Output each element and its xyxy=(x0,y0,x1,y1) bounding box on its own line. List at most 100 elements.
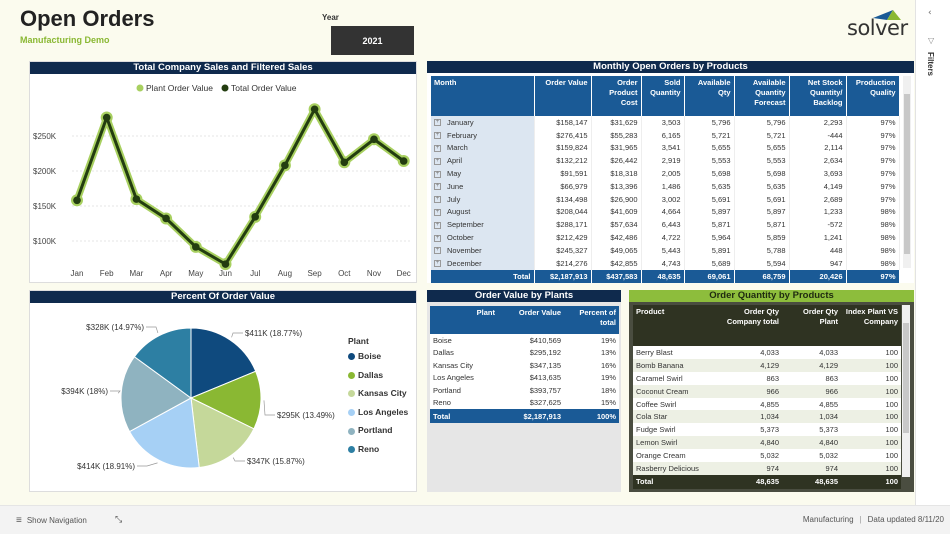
pie-slice-kansas-city[interactable] xyxy=(190,397,255,469)
column-header[interactable]: Production Quality xyxy=(846,76,900,116)
point-total-order-value[interactable] xyxy=(192,243,200,251)
table-row[interactable]: Cola Star 1,034 1,034 100 xyxy=(633,410,901,424)
table-row[interactable]: Reno $327,625 15% xyxy=(430,396,619,409)
filter-icon: ▽ xyxy=(928,36,935,45)
x-tick-label: Aug xyxy=(278,269,292,278)
pie-data-label: $295K (13.49%) xyxy=(277,411,335,420)
fullscreen-toggle-icon[interactable]: ⤡ xyxy=(115,514,123,524)
column-header[interactable]: Order Product Cost xyxy=(591,76,642,116)
point-total-order-value[interactable] xyxy=(73,196,81,205)
table-row[interactable]: + January $158,147 $31,629 3,503 5,796 5,796 2,… xyxy=(431,116,900,129)
table-row[interactable]: + June $66,979 $13,396 1,486 5,635 5,635 4,149 9… xyxy=(431,179,900,193)
point-total-order-value[interactable] xyxy=(370,135,378,144)
expand-icon[interactable]: + xyxy=(434,145,441,152)
table-row[interactable]: + February $276,415 $55,283 6,165 5,721 5,721 -… xyxy=(431,128,900,142)
filters-pane[interactable]: ‹ ▽ Filters xyxy=(915,0,950,505)
cell-value: 5,032 xyxy=(819,451,838,461)
column-header[interactable]: Available Qty xyxy=(684,76,735,116)
expand-icon[interactable]: + xyxy=(434,170,441,178)
point-total-order-value[interactable] xyxy=(102,113,111,122)
point-total-order-value[interactable] xyxy=(162,214,170,223)
column-header[interactable]: Order Value xyxy=(498,306,564,334)
table-row[interactable]: Caramel Swirl 863 863 100 xyxy=(633,372,901,385)
table-row[interactable]: Los Angeles $413,635 19% xyxy=(430,371,619,384)
table-row[interactable]: + July $134,498 $26,900 3,002 5,691 5,691 2,689… xyxy=(431,192,900,206)
table-row[interactable]: + April $132,212 $26,442 2,919 5,553 5,553 2,63… xyxy=(431,154,900,168)
table-row[interactable]: Coffee Swirl 4,855 4,855 100 xyxy=(633,398,901,411)
table-row[interactable]: Portland $393,757 18% xyxy=(430,384,619,397)
pie-slice-portland[interactable] xyxy=(120,356,192,433)
column-header[interactable]: Percent of total xyxy=(564,306,619,334)
legend-item[interactable]: Portland xyxy=(348,425,416,444)
table-row[interactable]: Orange Cream 5,032 5,032 100 xyxy=(633,449,901,462)
total-cell: 68,759 xyxy=(734,269,790,283)
table-row[interactable]: + September $288,171 $57,634 6,443 5,871 5,871… xyxy=(431,218,900,232)
table-row[interactable]: Kansas City $347,135 16% xyxy=(430,359,619,372)
table-row[interactable]: Lemon Swirl 4,840 4,840 100 xyxy=(633,436,901,450)
table-cell: 1,034 xyxy=(782,410,841,424)
expand-icon[interactable]: + xyxy=(434,247,441,255)
collapse-chevron-icon[interactable]: ‹ xyxy=(928,8,932,18)
column-header[interactable]: Month xyxy=(431,76,535,116)
cell-value: 4,722 xyxy=(661,233,681,243)
point-total-order-value[interactable] xyxy=(281,161,289,170)
legend-item[interactable]: Reno xyxy=(348,444,416,463)
table-row[interactable]: Boise $410,569 19% xyxy=(430,334,619,347)
table-row[interactable]: + October $212,429 $42,486 4,722 5,964 5,859 1,… xyxy=(431,231,900,244)
column-header[interactable]: Order Qty Plant xyxy=(782,305,841,346)
point-total-order-value[interactable] xyxy=(251,213,259,221)
pie-slice-dallas[interactable] xyxy=(189,370,262,430)
column-header[interactable]: Available Quantity Forecast xyxy=(734,76,790,116)
pie-slice-boise[interactable] xyxy=(190,327,257,399)
legend-item[interactable]: Kansas City xyxy=(348,388,416,407)
table-row[interactable]: Berry Blast 4,033 4,033 100 xyxy=(633,346,901,359)
point-total-order-value[interactable] xyxy=(399,157,408,165)
table-row[interactable]: + December $214,276 $42,855 4,743 5,689 5,594 9… xyxy=(431,256,900,270)
legend-item[interactable]: Los Angeles xyxy=(348,407,416,426)
expand-icon[interactable]: + xyxy=(434,196,441,204)
monthly-scrollbar[interactable] xyxy=(903,76,911,268)
column-header[interactable]: Product xyxy=(633,305,719,346)
table-row[interactable]: + August $208,044 $41,609 4,664 5,897 5,897 1,2… xyxy=(431,205,900,219)
column-header[interactable]: Plant xyxy=(430,306,498,334)
year-slicer[interactable]: 2021 xyxy=(331,26,414,55)
table-row[interactable]: + March $159,824 $31,965 3,541 5,655 5,655 2,11… xyxy=(431,141,900,155)
expand-icon[interactable]: + xyxy=(434,221,441,229)
table-cell: 2,293 xyxy=(789,116,847,129)
column-header[interactable]: Net Stock Quantity/ Backlog xyxy=(789,76,847,116)
table-cell: Lemon Swirl xyxy=(633,436,719,450)
table-row[interactable]: + November $245,327 $49,065 5,443 5,891 5,788 4… xyxy=(431,243,900,257)
expand-icon[interactable]: + xyxy=(434,183,441,191)
expand-icon[interactable]: + xyxy=(434,119,441,127)
point-total-order-value[interactable] xyxy=(340,158,349,167)
column-header[interactable]: Order Value xyxy=(534,76,592,116)
table-cell: Fudge Swirl xyxy=(633,423,719,436)
column-header[interactable]: Index Plant VS Company xyxy=(841,305,901,346)
table-row[interactable]: Dallas $295,192 13% xyxy=(430,346,619,359)
column-header[interactable]: Order Qty Company total xyxy=(719,305,782,346)
cell-value: 98% xyxy=(880,207,896,217)
point-total-order-value[interactable] xyxy=(310,105,319,114)
point-total-order-value[interactable] xyxy=(132,195,141,203)
show-navigation-button[interactable]: ≡ Show Navigation xyxy=(16,515,87,526)
pie-slice-reno[interactable] xyxy=(133,327,192,399)
legend-item[interactable]: Dallas xyxy=(348,370,416,389)
pie-slice-los-angeles[interactable] xyxy=(128,397,200,469)
table-row[interactable]: Fudge Swirl 5,373 5,373 100 xyxy=(633,423,901,436)
expand-icon[interactable]: + xyxy=(434,157,441,165)
expand-icon[interactable]: + xyxy=(434,234,441,242)
table-cell: 97% xyxy=(846,128,900,142)
expand-icon[interactable]: + xyxy=(434,208,441,216)
legend-item[interactable]: Boise xyxy=(348,351,416,370)
point-total-order-value[interactable] xyxy=(221,260,230,268)
table-row[interactable]: + May $91,591 $18,318 2,005 5,698 5,698 3,693 97… xyxy=(431,167,900,180)
table-row[interactable]: Rasberry Delicious 974 974 100 xyxy=(633,462,901,475)
table-row[interactable]: Bomb Banana 4,129 4,129 100 xyxy=(633,358,901,372)
expand-icon[interactable]: + xyxy=(434,260,441,268)
cell-value: 2,005 xyxy=(661,169,681,179)
table-row[interactable]: Coconut Cream 966 966 100 xyxy=(633,384,901,398)
expand-icon[interactable]: + xyxy=(434,132,441,140)
column-header[interactable]: Sold Quantity xyxy=(641,76,685,116)
table-cell: 4,033 xyxy=(782,346,841,359)
products-scrollbar[interactable] xyxy=(902,305,910,477)
